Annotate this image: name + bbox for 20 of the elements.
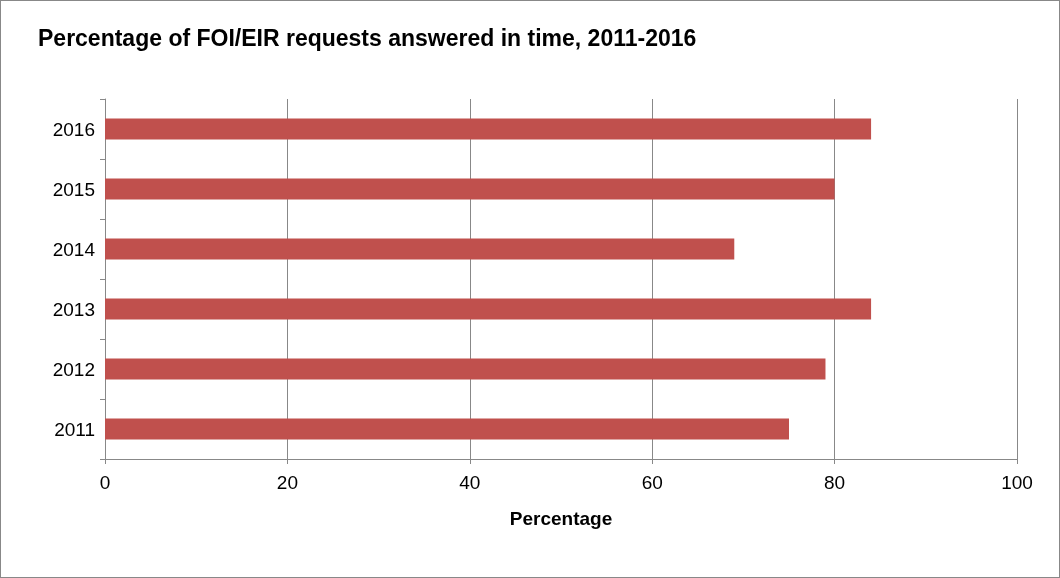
- bar: [105, 238, 735, 260]
- bar: [105, 358, 826, 380]
- y-tick-label: 2011: [54, 418, 95, 440]
- x-tick-label: 0: [99, 472, 111, 493]
- bar: [105, 178, 835, 200]
- x-tick-label: 40: [459, 472, 481, 493]
- x-tick-label: 20: [276, 472, 298, 493]
- y-tick-label: 2015: [52, 178, 95, 200]
- bar: [105, 118, 872, 140]
- x-tick-label: 80: [824, 472, 846, 493]
- bar: [105, 418, 789, 440]
- x-tick-label: 100: [1001, 472, 1033, 493]
- y-tick-label: 2013: [52, 298, 95, 320]
- x-tick-label: 60: [641, 472, 663, 493]
- y-tick-label: 2016: [52, 118, 95, 140]
- x-axis-title: Percentage: [509, 508, 613, 529]
- y-tick-label: 2012: [52, 358, 95, 380]
- bar: [105, 298, 872, 320]
- y-tick-label: 2014: [52, 238, 96, 260]
- chart-title: Percentage of FOI/EIR requests answered in time, 2011-2016: [38, 24, 697, 51]
